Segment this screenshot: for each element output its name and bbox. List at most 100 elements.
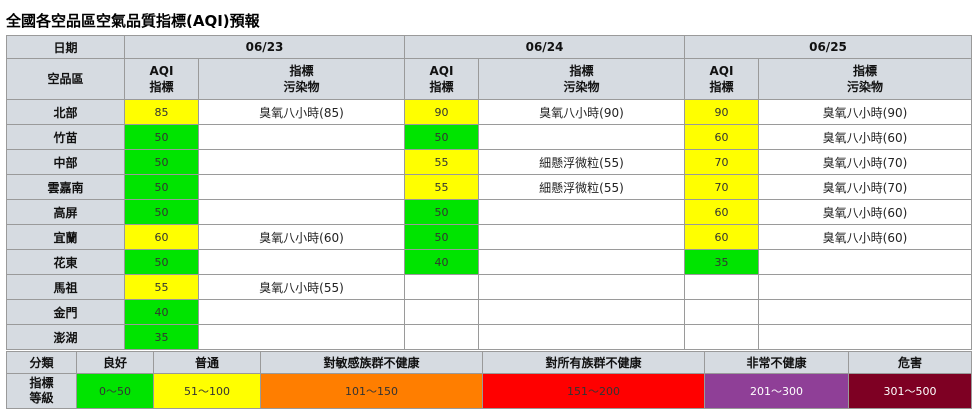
pollutant: 臭氧八小時(60) bbox=[758, 199, 972, 225]
legend-category-row: 分類 良好 普通 對敏感族群不健康 對所有族群不健康 非常不健康 危害 bbox=[6, 351, 972, 374]
date-header: 06/24 bbox=[404, 35, 685, 59]
region-label: 空品區 bbox=[6, 58, 125, 100]
pollutant bbox=[478, 224, 685, 250]
pollutant bbox=[478, 274, 685, 300]
pollutant bbox=[478, 124, 685, 150]
aqi-value bbox=[684, 299, 759, 325]
aqi-value bbox=[404, 324, 479, 350]
pollutant: 臭氧八小時(70) bbox=[758, 149, 972, 175]
legend-level-name: 對所有族群不健康 bbox=[482, 351, 705, 374]
pollutant-column-header: 指標 污染物 bbox=[758, 58, 972, 100]
aqi-value: 50 bbox=[404, 124, 479, 150]
aqi-value: 35 bbox=[684, 249, 759, 275]
pollutant bbox=[478, 249, 685, 275]
region-name: 馬祖 bbox=[6, 274, 125, 300]
pollutant: 臭氧八小時(90) bbox=[758, 99, 972, 125]
region-name: 中部 bbox=[6, 149, 125, 175]
pollutant bbox=[478, 324, 685, 350]
pollutant: 臭氧八小時(90) bbox=[478, 99, 685, 125]
table-row: 馬祖 55 臭氧八小時(55) bbox=[6, 274, 972, 300]
aqi-column-header: AQI 指標 bbox=[684, 58, 759, 100]
legend-level-name: 危害 bbox=[848, 351, 972, 374]
date-label: 日期 bbox=[6, 35, 125, 59]
pollutant bbox=[198, 174, 405, 200]
region-name: 高屏 bbox=[6, 199, 125, 225]
aqi-value: 50 bbox=[124, 149, 199, 175]
aqi-value: 60 bbox=[124, 224, 199, 250]
aqi-value: 90 bbox=[404, 99, 479, 125]
pollutant bbox=[478, 299, 685, 325]
region-name: 竹苗 bbox=[6, 124, 125, 150]
legend-range: 301～500 bbox=[848, 373, 972, 409]
pollutant-column-header: 指標 污染物 bbox=[478, 58, 685, 100]
legend-level-name: 良好 bbox=[76, 351, 154, 374]
aqi-value: 85 bbox=[124, 99, 199, 125]
legend-level-name: 對敏感族群不健康 bbox=[260, 351, 483, 374]
aqi-value: 60 bbox=[684, 124, 759, 150]
aqi-value: 55 bbox=[124, 274, 199, 300]
aqi-value: 70 bbox=[684, 174, 759, 200]
aqi-forecast-table: 日期 06/23 06/24 06/25 空品區 AQI 指標 指標 污染物 AQI… bbox=[6, 35, 972, 350]
region-name: 花東 bbox=[6, 249, 125, 275]
aqi-value: 40 bbox=[124, 299, 199, 325]
pollutant bbox=[198, 249, 405, 275]
aqi-value bbox=[404, 299, 479, 325]
pollutant bbox=[198, 324, 405, 350]
pollutant bbox=[478, 199, 685, 225]
level-label: 指標 等級 bbox=[6, 373, 77, 409]
table-row: 竹苗 50 50 60 臭氧八小時(60) bbox=[6, 124, 972, 150]
aqi-value: 50 bbox=[124, 199, 199, 225]
aqi-value: 60 bbox=[684, 199, 759, 225]
pollutant: 臭氧八小時(55) bbox=[198, 274, 405, 300]
pollutant: 細懸浮微粒(55) bbox=[478, 174, 685, 200]
region-name: 北部 bbox=[6, 99, 125, 125]
region-name: 金門 bbox=[6, 299, 125, 325]
pollutant: 細懸浮微粒(55) bbox=[478, 149, 685, 175]
pollutant bbox=[758, 324, 972, 350]
table-row: 高屏 50 50 60 臭氧八小時(60) bbox=[6, 199, 972, 225]
table-row: 雲嘉南 50 55 細懸浮微粒(55) 70 臭氧八小時(70) bbox=[6, 174, 972, 200]
table-row: 金門 40 bbox=[6, 299, 972, 325]
aqi-value: 50 bbox=[124, 174, 199, 200]
page-title: 全國各空品區空氣品質指標(AQI)預報 bbox=[6, 12, 260, 30]
aqi-value bbox=[684, 274, 759, 300]
pollutant: 臭氧八小時(70) bbox=[758, 174, 972, 200]
legend-level-name: 普通 bbox=[153, 351, 261, 374]
region-name: 雲嘉南 bbox=[6, 174, 125, 200]
aqi-value: 70 bbox=[684, 149, 759, 175]
aqi-value: 60 bbox=[684, 224, 759, 250]
aqi-value: 50 bbox=[124, 124, 199, 150]
aqi-column-header: AQI 指標 bbox=[404, 58, 479, 100]
aqi-value: 35 bbox=[124, 324, 199, 350]
pollutant bbox=[758, 299, 972, 325]
aqi-value: 50 bbox=[124, 249, 199, 275]
region-name: 澎湖 bbox=[6, 324, 125, 350]
pollutant bbox=[198, 149, 405, 175]
legend-range: 201～300 bbox=[704, 373, 849, 409]
table-row: 宜蘭 60 臭氧八小時(60) 50 60 臭氧八小時(60) bbox=[6, 224, 972, 250]
aqi-value: 50 bbox=[404, 224, 479, 250]
category-label: 分類 bbox=[6, 351, 77, 374]
legend-level-name: 非常不健康 bbox=[704, 351, 849, 374]
pollutant: 臭氧八小時(60) bbox=[758, 224, 972, 250]
aqi-value bbox=[404, 274, 479, 300]
aqi-value: 55 bbox=[404, 174, 479, 200]
pollutant bbox=[198, 299, 405, 325]
table-row: 花東 50 40 35 bbox=[6, 249, 972, 275]
aqi-column-header: AQI 指標 bbox=[124, 58, 199, 100]
pollutant bbox=[198, 199, 405, 225]
pollutant bbox=[758, 249, 972, 275]
pollutant: 臭氧八小時(60) bbox=[758, 124, 972, 150]
aqi-legend-table: 分類 良好 普通 對敏感族群不健康 對所有族群不健康 非常不健康 危害 指標 等級… bbox=[6, 351, 972, 409]
aqi-value: 50 bbox=[404, 199, 479, 225]
pollutant bbox=[758, 274, 972, 300]
pollutant-column-header: 指標 污染物 bbox=[198, 58, 405, 100]
column-header-row: 空品區 AQI 指標 指標 污染物 AQI 指標 指標 污染物 AQI 指標 指標 污染物 bbox=[6, 58, 972, 100]
legend-range: 151～200 bbox=[482, 373, 705, 409]
date-header-row: 日期 06/23 06/24 06/25 bbox=[6, 35, 972, 59]
table-row: 北部 85 臭氧八小時(85) 90 臭氧八小時(90) 90 臭氧八小時(90) bbox=[6, 99, 972, 125]
pollutant: 臭氧八小時(85) bbox=[198, 99, 405, 125]
pollutant: 臭氧八小時(60) bbox=[198, 224, 405, 250]
aqi-value: 40 bbox=[404, 249, 479, 275]
pollutant bbox=[198, 124, 405, 150]
